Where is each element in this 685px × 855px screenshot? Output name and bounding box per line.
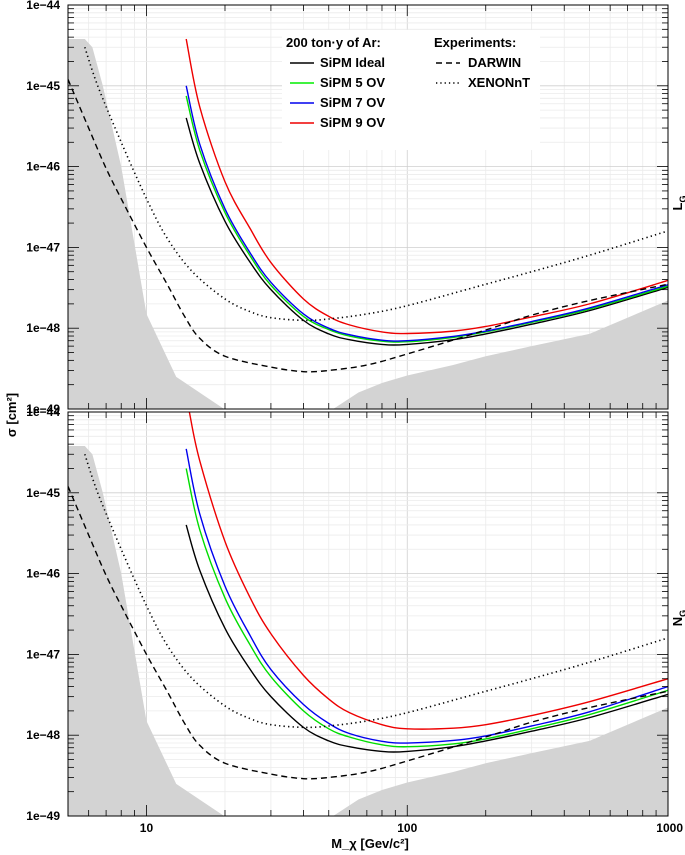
panel-label-main: L xyxy=(670,202,685,210)
plot-area xyxy=(68,412,668,816)
legend-title-experiments: Experiments: xyxy=(434,35,516,50)
y-tick-label: 1e−49 xyxy=(26,402,60,416)
series-darwin xyxy=(68,79,668,373)
panel-label-sub: G xyxy=(678,610,685,617)
legend-item-experiment: DARWIN xyxy=(468,55,521,70)
x-tick-label: 1000 xyxy=(656,821,683,835)
x-axis-label: M_χ [Gev/c²] xyxy=(331,836,409,851)
panel-label: LG xyxy=(670,196,685,211)
y-tick-label: 1e−44 xyxy=(26,405,60,419)
legend-item-sipm: SiPM 9 OV xyxy=(320,115,385,130)
y-axis-label: σ [cm²] xyxy=(4,393,19,437)
shaded-region xyxy=(68,445,668,816)
series-sipm-5-ov xyxy=(185,468,668,748)
panel-top: 1e−49 1e−48 1e−47 1e−46 1e−45 1e−44 LG xyxy=(26,0,685,416)
legend-item-sipm: SiPM 7 OV xyxy=(320,95,385,110)
shaded-region xyxy=(68,38,668,409)
series-darwin xyxy=(68,486,668,780)
series-sipm-9-ov xyxy=(185,38,668,335)
legend-item-experiment: XENONnT xyxy=(468,75,530,90)
series-sipm-7-ov xyxy=(185,85,668,342)
panel-label-main: N xyxy=(670,617,685,626)
plot-area xyxy=(68,38,668,409)
legend-box xyxy=(282,30,540,150)
legend: 200 ton·y of Ar: Experiments: SiPM Ideal Si… xyxy=(282,30,540,150)
panel-bottom: 1e−49 1e−48 1e−47 1e−46 1e−45 1e−44 NG xyxy=(26,405,685,823)
y-tick-label: 1e−45 xyxy=(26,486,60,500)
y-tick-label: 1e−46 xyxy=(26,160,60,174)
series-xenonnt xyxy=(84,46,668,322)
y-tick-label: 1e−45 xyxy=(26,79,60,93)
panel-label: NG xyxy=(670,610,685,626)
series-sipm-9-ov xyxy=(188,412,668,730)
y-tick-label: 1e−49 xyxy=(26,809,60,823)
series-xenonnt xyxy=(84,453,668,729)
y-tick-label: 1e−48 xyxy=(26,321,60,335)
plot-frame xyxy=(67,411,669,817)
y-tick-label: 1e−46 xyxy=(26,567,60,581)
y-tick-label: 1e−47 xyxy=(26,240,60,254)
series-sipm-5-ov xyxy=(185,95,668,343)
legend-item-sipm: SiPM 5 OV xyxy=(320,75,385,90)
y-tick-label: 1e−44 xyxy=(26,0,60,12)
legend-item-sipm: SiPM Ideal xyxy=(320,55,385,70)
y-tick-label: 1e−47 xyxy=(26,647,60,661)
series-sipm-ideal xyxy=(185,524,668,753)
legend-title-sipm: 200 ton·y of Ar: xyxy=(286,35,381,50)
y-tick-label: 1e−48 xyxy=(26,728,60,742)
x-tick-label: 100 xyxy=(397,821,417,835)
series-sipm-ideal xyxy=(185,117,668,346)
series-sipm-7-ov xyxy=(185,448,668,744)
plot-frame xyxy=(67,4,669,410)
panel-label-sub: G xyxy=(678,196,685,203)
x-tick-label: 10 xyxy=(140,821,154,835)
